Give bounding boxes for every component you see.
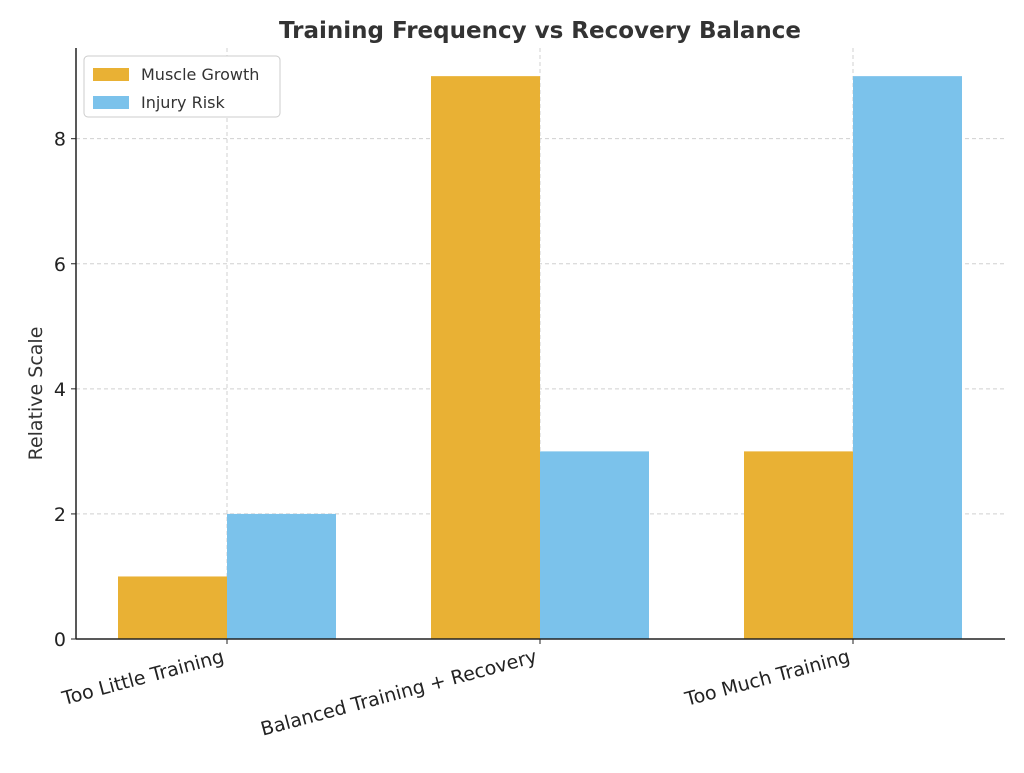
x-category-labels: Too Little Training Balanced Training + R…	[59, 639, 854, 741]
y-tick-label: 2	[54, 504, 66, 526]
bar-muscle-growth-3	[744, 451, 853, 639]
bar-injury-risk-2	[540, 451, 649, 639]
legend-box	[83, 55, 281, 118]
y-axis-label: Relative Scale	[25, 327, 47, 461]
bar-muscle-growth-1	[118, 576, 227, 639]
bar-muscle-growth-2	[431, 76, 540, 639]
y-tick-label: 6	[54, 254, 66, 276]
bar-injury-risk-1	[227, 513, 336, 639]
x-category-label: Too Little Training	[59, 646, 226, 711]
bar-injury-risk-3	[853, 76, 962, 639]
legend-swatch	[93, 68, 129, 81]
legend-label: Injury Risk	[141, 93, 225, 112]
x-category-label: Balanced Training + Recovery	[258, 646, 539, 741]
y-tick-label: 0	[54, 629, 66, 651]
legend-label: Muscle Growth	[141, 65, 259, 84]
legend-swatch	[93, 96, 129, 109]
y-tick-label: 8	[54, 129, 66, 151]
legend: Muscle Growth Injury Risk	[83, 55, 281, 118]
x-category-label: Too Much Training	[682, 646, 852, 711]
chart-title: Training Frequency vs Recovery Balance	[279, 18, 801, 44]
y-tick-label: 4	[54, 379, 66, 401]
bars	[118, 76, 962, 639]
y-tick-labels: 0 2 4 6 8	[54, 129, 76, 651]
